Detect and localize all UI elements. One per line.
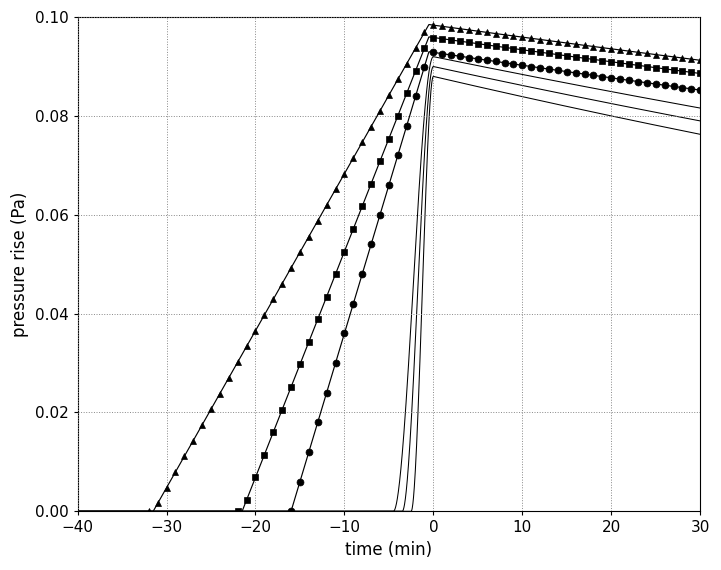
X-axis label: time (min): time (min) [345, 541, 433, 559]
Y-axis label: pressure rise (Pa): pressure rise (Pa) [11, 192, 29, 337]
